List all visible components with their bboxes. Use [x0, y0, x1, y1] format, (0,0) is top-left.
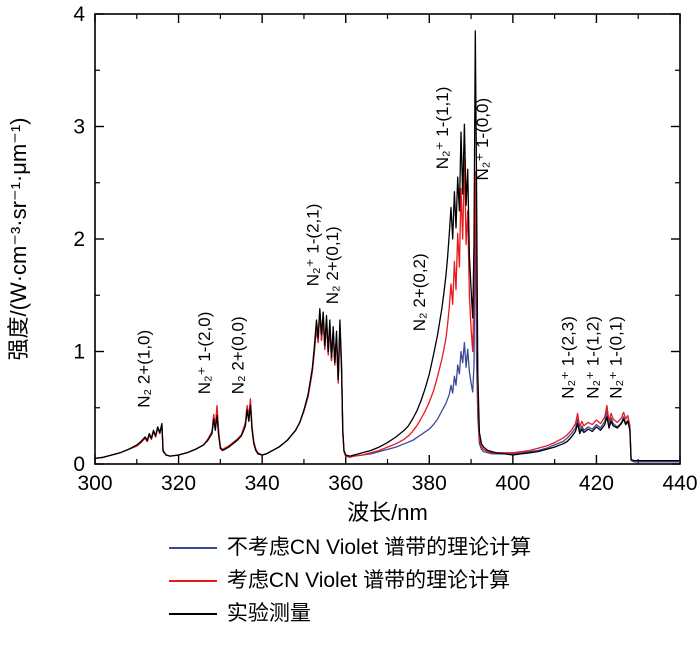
band-annotation: N₂⁺ 1-(2,3)	[558, 316, 577, 399]
legend-label: 不考虑CN Violet 谱带的理论计算	[226, 536, 532, 559]
band-annotation: N₂ 2+(0,1)	[323, 226, 342, 304]
band-annotation: N₂⁺ 1-(2,1)	[304, 204, 323, 287]
x-tick-label: 360	[328, 472, 363, 495]
x-tick-label: 420	[579, 472, 614, 495]
band-annotation: N₂⁺ 1-(0,1)	[607, 316, 626, 399]
x-tick-label: 340	[245, 472, 280, 495]
x-tick-label: 380	[412, 472, 447, 495]
legend: 不考虑CN Violet 谱带的理论计算 考虑CN Violet 谱带的理论计算实…	[168, 534, 532, 627]
y-tick-label: 4	[73, 3, 85, 26]
x-tick-label: 400	[495, 472, 530, 495]
y-axis-title: 强度/(W·cm⁻³·sr⁻¹·μm⁻¹)	[6, 118, 31, 361]
y-tick-label: 3	[73, 116, 85, 139]
legend-label: 实验测量	[226, 602, 311, 625]
x-tick-label: 440	[662, 472, 697, 495]
band-annotation: N₂ 2+(0,2)	[410, 253, 429, 331]
legend-line-sample	[168, 546, 217, 549]
band-annotation: N₂⁺ 1-(1,2)	[584, 316, 603, 399]
series-line-2	[94, 30, 680, 462]
legend-item-2: 实验测量	[168, 600, 531, 627]
legend-item-0: 不考虑CN Violet 谱带的理论计算	[168, 534, 532, 561]
band-annotation: N₂ 2+(1,0)	[134, 330, 153, 408]
legend-item-1: 考虑CN Violet 谱带的理论计算	[168, 567, 531, 594]
band-annotation: N₂⁺ 1-(0,0)	[473, 98, 492, 181]
y-tick-label: 1	[73, 341, 85, 364]
band-annotation: N₂ 2+(0,0)	[228, 316, 247, 394]
series-line-1	[94, 157, 680, 462]
y-tick-label: 2	[73, 228, 85, 251]
legend-line-sample	[168, 612, 217, 615]
x-tick-label: 320	[161, 472, 196, 495]
spectrum-chart: 300 320 340 360 380 400 420 440 0 1 2 3 4 N₂ 2+(1,0) N…	[6, 3, 698, 525]
legend-line-sample	[168, 579, 217, 582]
legend-label: 考虑CN Violet 谱带的理论计算	[226, 569, 511, 592]
x-axis-title: 波长/nm	[347, 500, 428, 525]
y-tick-label: 0	[73, 453, 85, 476]
x-tick-label: 300	[77, 472, 112, 495]
band-annotation: N₂⁺ 1-(1,1)	[433, 87, 452, 170]
band-annotation: N₂⁺ 1-(2,0)	[195, 312, 214, 395]
